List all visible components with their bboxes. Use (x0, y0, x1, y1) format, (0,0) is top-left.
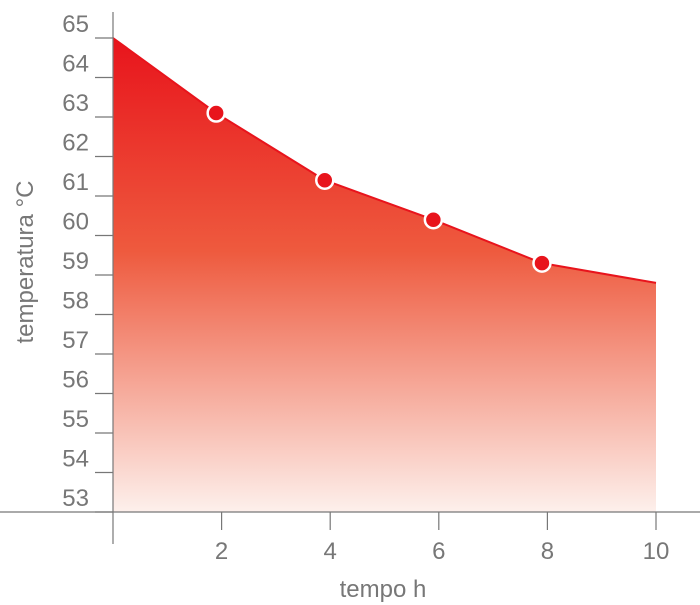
area-layer (112, 37, 657, 512)
x-ticks: 2 4 6 8 10 (215, 512, 669, 565)
y-tick-label: 57 (62, 327, 89, 354)
y-tick-label: 59 (62, 248, 89, 275)
data-point (206, 103, 226, 123)
data-point (532, 253, 552, 273)
y-tick-label: 64 (62, 51, 89, 78)
x-tick-label: 4 (324, 538, 337, 565)
y-axis-title: temperatura °C (12, 181, 39, 344)
y-tick-label: 55 (62, 406, 89, 433)
temperature-area (113, 38, 656, 512)
x-tick-label: 6 (432, 538, 445, 565)
y-tick-label: 63 (62, 90, 89, 117)
y-tick-label: 61 (62, 169, 89, 196)
markers-layer (206, 103, 552, 273)
y-tick-label: 53 (62, 485, 89, 512)
y-tick-label: 54 (62, 446, 89, 473)
y-tick-label: 65 (62, 11, 89, 38)
data-point (315, 170, 335, 190)
temperature-line (112, 37, 657, 284)
y-tick-label: 62 (62, 130, 89, 157)
y-tick-label: 56 (62, 367, 89, 394)
y-tick-label: 58 (62, 288, 89, 315)
y-ticks: 53 54 55 56 57 58 59 60 61 62 63 64 65 (62, 11, 113, 513)
axes-layer (0, 12, 700, 544)
x-tick-label: 10 (643, 538, 670, 565)
x-axis-title: tempo h (340, 576, 427, 603)
y-tick-label: 60 (62, 209, 89, 236)
x-tick-label: 8 (541, 538, 554, 565)
data-point (423, 209, 444, 230)
x-tick-label: 2 (215, 538, 228, 565)
